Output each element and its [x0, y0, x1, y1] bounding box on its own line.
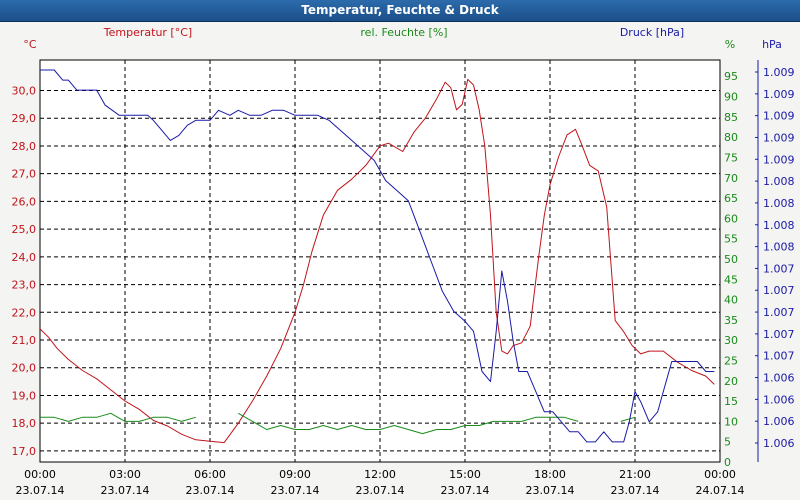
x-tick-time: 21:00 — [619, 468, 651, 481]
pressure-tick: 1.006 — [763, 393, 795, 406]
pressure-tick: 1.009 — [763, 88, 795, 101]
temperature-unit: °C — [23, 38, 37, 51]
x-tick-date: 23.07.14 — [271, 484, 320, 497]
x-tick-date: 23.07.14 — [441, 484, 490, 497]
humidity-tick: 40 — [724, 294, 738, 307]
temperature-tick: 28,0 — [12, 140, 37, 153]
x-tick-date: 23.07.14 — [356, 484, 405, 497]
temperature-tick: 29,0 — [12, 112, 37, 125]
series-line-pressure — [40, 69, 715, 443]
x-tick-date: 23.07.14 — [526, 484, 575, 497]
pressure-tick: 1.008 — [763, 197, 795, 210]
pressure-axis-label: Druck [hPa] — [620, 26, 684, 39]
pressure-tick: 1.008 — [763, 175, 795, 188]
pressure-unit: hPa — [762, 38, 782, 51]
humidity-tick: 25 — [724, 354, 738, 367]
temperature-tick: 19,0 — [12, 389, 37, 402]
x-tick-time: 06:00 — [194, 468, 226, 481]
pressure-tick: 1.009 — [763, 131, 795, 144]
series-humidity — [40, 412, 636, 435]
pressure-tick: 1.009 — [763, 66, 795, 79]
x-tick-time: 09:00 — [279, 468, 311, 481]
humidity-tick: 60 — [724, 212, 738, 225]
window-title: Temperatur, Feuchte & Druck — [301, 3, 499, 17]
temperature-tick: 17,0 — [12, 445, 37, 458]
x-tick-time: 18:00 — [534, 468, 566, 481]
humidity-axis-label: rel. Feuchte [%] — [360, 26, 447, 39]
pressure-tick: 1.006 — [763, 415, 795, 428]
temperature-tick: 24,0 — [12, 251, 37, 264]
humidity-tick: 50 — [724, 253, 738, 266]
temperature-tick: 30,0 — [12, 84, 37, 97]
humidity-tick: 45 — [724, 273, 738, 286]
pressure-tick: 1.006 — [763, 372, 795, 385]
temperature-tick: 18,0 — [12, 417, 37, 430]
temperature-tick: 22,0 — [12, 306, 37, 319]
humidity-tick: 70 — [724, 172, 738, 185]
pressure-tick: 1.009 — [763, 110, 795, 123]
x-tick-date: 23.07.14 — [16, 484, 65, 497]
humidity-tick: 0 — [724, 456, 731, 469]
pressure-tick: 1.007 — [763, 284, 795, 297]
pressure-tick: 1.009 — [763, 153, 795, 166]
temperature-tick: 27,0 — [12, 168, 37, 181]
x-tick-time: 00:00 — [24, 468, 56, 481]
pressure-tick: 1.007 — [763, 350, 795, 363]
humidity-tick: 10 — [724, 415, 738, 428]
x-tick-time: 15:00 — [449, 468, 481, 481]
pressure-tick: 1.008 — [763, 241, 795, 254]
temperature-tick: 21,0 — [12, 334, 37, 347]
series-line-humidity — [40, 412, 196, 422]
x-tick-time: 03:00 — [109, 468, 141, 481]
x-tick-time: 00:00 — [704, 468, 736, 481]
series-line-humidity — [620, 416, 636, 422]
pressure-tick: 1.007 — [763, 328, 795, 341]
plot-background — [39, 59, 721, 463]
series-line-temperature — [39, 78, 715, 444]
humidity-unit: % — [725, 38, 735, 51]
x-tick-date: 24.07.14 — [696, 484, 745, 497]
humidity-tick: 85 — [724, 111, 738, 124]
pressure-tick: 1.007 — [763, 306, 795, 319]
x-tick-date: 23.07.14 — [186, 484, 235, 497]
humidity-tick: 30 — [724, 334, 738, 347]
humidity-tick: 15 — [724, 395, 738, 408]
humidity-tick: 90 — [724, 91, 738, 104]
title-bar: Temperatur, Feuchte & Druck — [0, 0, 800, 22]
humidity-tick: 75 — [724, 151, 738, 164]
temperature-tick: 20,0 — [12, 362, 37, 375]
series-pressure — [40, 69, 715, 443]
pressure-tick: 1.007 — [763, 262, 795, 275]
humidity-tick: 55 — [724, 233, 738, 246]
temperature-axis-label: Temperatur [°C] — [103, 26, 192, 39]
pressure-tick: 1.008 — [763, 219, 795, 232]
x-tick-date: 23.07.14 — [101, 484, 150, 497]
humidity-tick: 65 — [724, 192, 738, 205]
chart-area: 00:00 23.07.14 03:00 23.07.14 06:00 23.07.14 0… — [12, 26, 795, 497]
humidity-tick: 20 — [724, 375, 738, 388]
humidity-tick: 35 — [724, 314, 738, 327]
x-tick-time: 12:00 — [364, 468, 396, 481]
humidity-tick: 95 — [724, 70, 738, 83]
humidity-tick: 5 — [724, 436, 731, 449]
temperature-tick: 23,0 — [12, 279, 37, 292]
humidity-tick: 80 — [724, 131, 738, 144]
temperature-tick: 25,0 — [12, 223, 37, 236]
temperature-tick: 26,0 — [12, 195, 37, 208]
pressure-tick: 1.006 — [763, 437, 795, 450]
axis-labels: 00:00 23.07.14 03:00 23.07.14 06:00 23.07.14 0… — [12, 26, 795, 497]
series-temperature — [39, 78, 715, 444]
x-tick-date: 23.07.14 — [611, 484, 660, 497]
series-layer — [39, 69, 715, 444]
series-line-humidity — [238, 412, 579, 435]
